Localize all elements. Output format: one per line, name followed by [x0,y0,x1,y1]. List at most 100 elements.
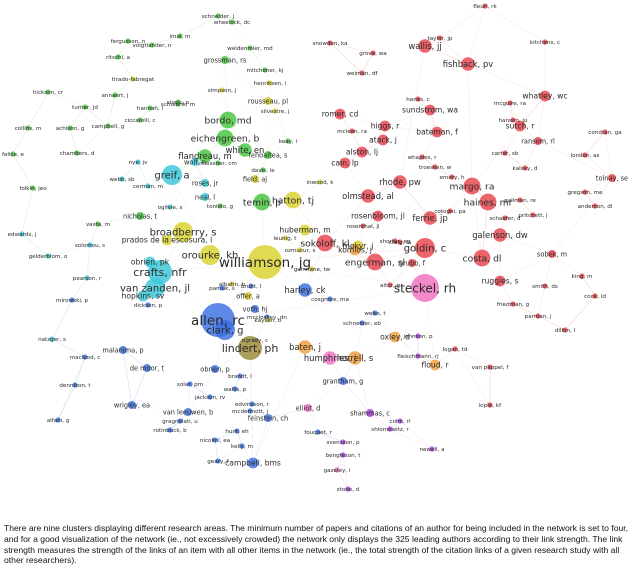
node-de-moor-t[interactable] [143,364,151,372]
node-shorter-eg[interactable] [392,238,398,244]
node-cain-lp[interactable] [339,157,351,169]
node-van-pappel-f[interactable] [487,364,493,370]
node-rotinbuck-b[interactable] [167,427,173,433]
node-mitchener-kj[interactable] [262,67,268,73]
node-imai-m[interactable] [177,33,183,39]
node-snowden-ka[interactable] [327,40,333,46]
node-ransom-rl[interactable] [534,137,542,145]
node-mcdermott-j[interactable] [247,408,253,414]
node-eichengreen-b[interactable] [216,129,234,147]
node-parman-j[interactable] [535,313,541,319]
node-ozmucur-s[interactable] [297,247,303,253]
node-condran-ga[interactable] [602,129,608,135]
node-natzger-s[interactable] [49,336,55,342]
node-pamuk-s[interactable] [219,285,225,291]
node-komlos-j[interactable] [349,244,361,256]
node-gragnolati-u[interactable] [177,418,183,424]
node-logan-td[interactable] [452,346,458,352]
node-fleuri-rk[interactable] [482,3,488,9]
node-vasta-m[interactable] [95,221,101,227]
node-malanima-p[interactable] [119,346,127,354]
node-obrien-p[interactable] [211,365,219,373]
node-guinnane-tw[interactable] [309,266,315,272]
node-campbell-g[interactable] [105,123,111,129]
node-wallis-p[interactable] [232,386,238,392]
node-turner-jd[interactable] [82,104,88,110]
node-sundstrom-wa[interactable] [424,104,436,116]
node-hatton-tj[interactable] [284,191,302,209]
node-mclean-ra[interactable] [349,128,355,134]
node-campbell-bms[interactable] [247,457,259,469]
node-meissner-cm[interactable] [215,160,221,166]
node-hickson-cr[interactable] [45,89,51,95]
node-gallman-re[interactable] [517,197,523,203]
node-brunt-l[interactable] [248,283,254,289]
node-nye-jv[interactable] [135,159,141,165]
node-weiss-t[interactable] [372,310,378,316]
node-rosenbloom-jl[interactable] [372,210,384,222]
node-kaysen-b[interactable] [265,317,271,323]
node-atack-j[interactable] [377,134,389,146]
node-rhode-pw[interactable] [393,175,407,189]
node-collins-m[interactable] [25,125,31,131]
node-cotogni-pa[interactable] [447,208,453,214]
node-ritschl-a[interactable] [115,54,121,60]
node-hanson-ju[interactable] [510,117,516,123]
node-bengtsson-t[interactable] [340,452,346,458]
node-higgs-r[interactable] [379,120,391,132]
node-achison-g[interactable] [67,125,73,131]
node-sokoloff-kl[interactable] [316,234,334,252]
node-whaples-r[interactable] [419,154,425,160]
node-gregson-me[interactable] [582,189,588,195]
node-fenoaltea-s[interactable] [264,151,272,159]
node-margo-ra[interactable] [463,177,481,195]
node-ciccarelli-c[interactable] [137,117,143,123]
node-toniolo-g[interactable] [217,203,223,209]
node-craig-la[interactable] [397,239,403,245]
node-grantham-g[interactable] [339,377,347,385]
node-sicsic-p[interactable] [175,99,181,105]
node-henriksen-i[interactable] [267,80,273,86]
node-altor-g[interactable] [387,282,393,288]
node-keay-i[interactable] [285,138,291,144]
node-alfani-g[interactable] [55,417,61,423]
node-jackson-rv[interactable] [207,394,213,400]
node-wheelock-dc[interactable] [229,19,235,25]
node-romer-cd[interactable] [334,108,346,120]
node-brandt-l[interactable] [237,373,243,379]
node-stone-d[interactable] [345,486,351,492]
node-gazeley-i[interactable] [334,467,340,473]
node-ferrie-jp[interactable] [423,211,437,225]
node-solar-pm[interactable] [187,381,193,387]
node-kelly-m[interactable] [239,443,245,449]
node-fouquet-r[interactable] [315,429,321,435]
node-dillon-l[interactable] [562,327,568,333]
node-weidenmier-md[interactable] [247,45,253,51]
node-fergusson-n[interactable] [125,38,131,44]
node-oxley-d[interactable] [389,331,401,343]
node-kitchens-c[interactable] [542,39,548,45]
node-fleischmann-rj[interactable] [415,353,421,359]
node-folkin-jeo[interactable] [30,185,36,191]
node-voigtlander-n[interactable] [149,42,155,48]
node-pritchett-j[interactable] [530,212,536,218]
node-rosenthal-jl[interactable] [360,223,366,229]
node-tolnay-se[interactable] [608,174,616,182]
node-roses-jr[interactable] [201,179,209,187]
node-floud-r[interactable] [429,359,441,371]
node-ogilvie-s[interactable] [167,204,173,210]
node-troesken-w[interactable] [432,164,438,170]
node-macleod-c[interactable] [82,354,88,360]
node-sutch-r[interactable] [514,120,526,132]
node-kalsey-d[interactable] [522,165,528,171]
node-alston-lj[interactable] [356,146,368,158]
node-friedman-g[interactable] [510,301,516,307]
node-allen-rc[interactable] [201,303,235,337]
node-harley-ck[interactable] [298,283,312,297]
node-cerman-m[interactable] [145,183,151,189]
node-whatley-wc[interactable] [539,90,551,102]
node-mirowski-p[interactable] [69,297,75,303]
node-van-leeuwen-b[interactable] [184,408,192,416]
node-orourke-kh[interactable] [200,245,220,265]
node-white-en[interactable] [238,143,252,157]
